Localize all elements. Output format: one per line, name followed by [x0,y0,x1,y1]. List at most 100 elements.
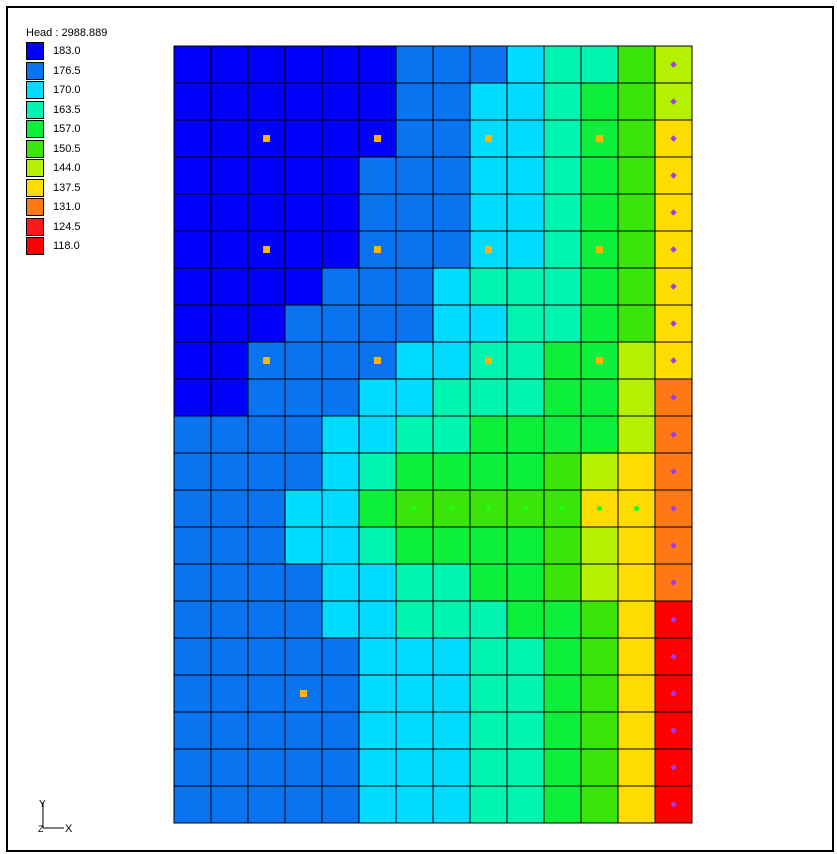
grid-cell[interactable] [580,563,619,602]
grid-cell[interactable] [506,193,545,232]
grid-cell[interactable] [358,526,397,565]
grid-cell[interactable] [617,119,656,158]
grid-cell[interactable] [617,785,656,824]
grid-cell[interactable] [432,45,471,84]
grid-cell[interactable] [506,526,545,565]
grid-cell[interactable] [580,711,619,750]
grid-cell[interactable] [358,600,397,639]
grid-cell[interactable] [580,748,619,787]
grid-cell[interactable] [173,230,212,269]
grid-cell[interactable] [210,674,249,713]
grid-cell[interactable] [210,489,249,528]
grid-cell[interactable] [284,82,323,121]
grid-cell[interactable] [395,82,434,121]
grid-cell[interactable] [321,45,360,84]
grid-cell[interactable] [395,304,434,343]
specified-head-marker[interactable] [670,690,677,697]
grid-cell[interactable] [321,526,360,565]
grid-cell[interactable] [284,748,323,787]
grid-cell[interactable] [432,674,471,713]
grid-cell[interactable] [284,600,323,639]
grid-cell[interactable] [617,156,656,195]
specified-head-marker[interactable] [670,246,677,253]
grid-cell[interactable] [506,637,545,676]
grid-cell[interactable] [654,341,693,380]
grid-cell[interactable] [358,193,397,232]
grid-cell[interactable] [506,119,545,158]
well-marker[interactable] [485,135,492,142]
grid-cell[interactable] [617,267,656,306]
grid-cell[interactable] [432,526,471,565]
grid-cell[interactable] [284,489,323,528]
grid-cell[interactable] [580,378,619,417]
grid-cell[interactable] [580,156,619,195]
grid-cell[interactable] [321,341,360,380]
specified-head-marker[interactable] [670,727,677,734]
specified-head-marker[interactable] [670,764,677,771]
grid-cell[interactable] [432,600,471,639]
grid-cell[interactable] [358,748,397,787]
grid-cell[interactable] [210,82,249,121]
well-marker[interactable] [374,135,381,142]
grid-cell[interactable] [506,748,545,787]
specified-head-marker[interactable] [670,801,677,808]
grid-cell[interactable] [543,193,582,232]
grid-cell[interactable] [617,415,656,454]
grid-cell[interactable] [210,415,249,454]
grid-cell[interactable] [173,119,212,158]
grid-cell[interactable] [432,341,471,380]
grid-cell[interactable] [173,156,212,195]
grid-cell[interactable] [210,156,249,195]
grid-cell[interactable] [173,674,212,713]
grid-cell[interactable] [358,45,397,84]
grid-cell[interactable] [543,637,582,676]
specified-head-marker[interactable] [670,468,677,475]
grid-cell[interactable] [210,563,249,602]
grid-cell[interactable] [395,452,434,491]
drain-marker[interactable] [559,505,566,512]
grid-cell[interactable] [395,230,434,269]
grid-cell[interactable] [321,637,360,676]
well-marker[interactable] [300,690,307,697]
grid-cell[interactable] [358,415,397,454]
grid-cell[interactable] [506,785,545,824]
grid-cell[interactable] [210,341,249,380]
grid-cell[interactable] [543,119,582,158]
grid-cell[interactable] [432,711,471,750]
grid-cell[interactable] [617,563,656,602]
grid-cell[interactable] [395,341,434,380]
grid-cell[interactable] [210,637,249,676]
well-marker[interactable] [485,357,492,364]
grid-cell[interactable] [173,526,212,565]
grid-cell[interactable] [469,415,508,454]
grid-cell[interactable] [506,267,545,306]
grid-cell[interactable] [543,45,582,84]
specified-head-marker[interactable] [670,320,677,327]
specified-head-marker[interactable] [670,505,677,512]
grid-cell[interactable] [617,230,656,269]
grid-cell[interactable] [247,785,286,824]
grid-cell[interactable] [543,674,582,713]
grid-cell[interactable] [580,45,619,84]
grid-cell[interactable] [395,563,434,602]
grid-cell[interactable] [173,711,212,750]
grid-cell[interactable] [173,193,212,232]
grid-cell[interactable] [210,193,249,232]
grid-cell[interactable] [321,563,360,602]
grid-cell[interactable] [617,711,656,750]
grid-cell[interactable] [506,45,545,84]
specified-head-marker[interactable] [670,209,677,216]
grid-cell[interactable] [247,378,286,417]
grid-cell[interactable] [247,452,286,491]
grid-cell[interactable] [543,230,582,269]
grid-cell[interactable] [395,637,434,676]
grid-cell[interactable] [321,267,360,306]
grid-cell[interactable] [358,563,397,602]
grid-cell[interactable] [469,267,508,306]
grid-cell[interactable] [210,230,249,269]
grid-cell[interactable] [321,304,360,343]
grid-cell[interactable] [543,600,582,639]
grid-cell[interactable] [580,785,619,824]
grid-cell[interactable] [173,637,212,676]
grid-cell[interactable] [247,45,286,84]
